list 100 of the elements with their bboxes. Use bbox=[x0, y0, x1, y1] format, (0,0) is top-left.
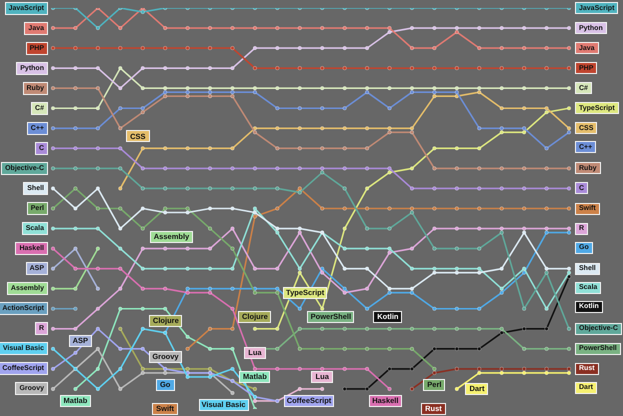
point bbox=[387, 126, 392, 130]
point bbox=[275, 206, 280, 211]
point bbox=[410, 266, 414, 271]
point bbox=[186, 290, 190, 295]
point bbox=[96, 126, 100, 130]
point bbox=[230, 90, 235, 94]
point bbox=[118, 26, 122, 30]
point bbox=[230, 66, 235, 70]
point bbox=[477, 266, 482, 271]
point bbox=[387, 326, 392, 331]
point bbox=[320, 26, 324, 30]
point bbox=[342, 346, 347, 351]
point bbox=[73, 166, 78, 170]
point bbox=[298, 366, 302, 371]
point bbox=[186, 266, 190, 271]
point bbox=[73, 66, 78, 70]
point bbox=[73, 226, 78, 231]
point bbox=[252, 186, 257, 190]
point bbox=[432, 146, 436, 150]
point bbox=[73, 326, 78, 331]
point bbox=[208, 374, 212, 379]
point bbox=[140, 146, 145, 150]
point bbox=[186, 246, 190, 251]
point bbox=[96, 226, 100, 231]
point bbox=[140, 186, 145, 190]
point bbox=[230, 146, 235, 150]
point bbox=[566, 366, 572, 371]
point bbox=[275, 66, 280, 70]
point bbox=[298, 346, 302, 351]
point bbox=[387, 250, 392, 255]
point bbox=[500, 366, 504, 371]
point bbox=[387, 66, 392, 70]
point bbox=[454, 366, 459, 371]
point bbox=[342, 26, 347, 30]
point bbox=[50, 66, 56, 70]
point bbox=[186, 66, 190, 70]
point bbox=[500, 106, 504, 110]
point bbox=[230, 346, 235, 351]
point bbox=[500, 126, 504, 130]
point bbox=[50, 286, 56, 291]
point bbox=[500, 46, 504, 50]
point bbox=[566, 346, 572, 351]
point bbox=[500, 326, 504, 331]
point bbox=[544, 206, 549, 211]
point bbox=[342, 286, 347, 291]
point bbox=[298, 230, 302, 235]
point bbox=[544, 326, 549, 331]
point bbox=[50, 326, 56, 331]
point bbox=[186, 334, 190, 339]
point bbox=[432, 326, 436, 331]
point bbox=[432, 370, 436, 375]
point bbox=[566, 86, 572, 90]
point bbox=[365, 366, 370, 371]
point bbox=[118, 266, 122, 271]
point bbox=[500, 330, 504, 335]
point bbox=[387, 166, 392, 170]
point bbox=[118, 106, 122, 110]
point bbox=[163, 166, 168, 170]
point bbox=[500, 186, 504, 190]
point bbox=[186, 86, 190, 90]
point bbox=[275, 86, 280, 90]
point bbox=[320, 270, 324, 275]
point bbox=[454, 266, 459, 271]
point bbox=[208, 346, 212, 351]
point bbox=[50, 366, 56, 371]
point bbox=[230, 186, 235, 190]
point bbox=[544, 166, 549, 170]
point bbox=[163, 146, 168, 150]
point bbox=[298, 146, 302, 150]
point bbox=[163, 370, 168, 375]
point bbox=[387, 366, 392, 371]
point bbox=[320, 206, 324, 211]
point bbox=[500, 206, 504, 211]
point bbox=[320, 166, 324, 170]
point bbox=[410, 66, 414, 70]
point bbox=[544, 370, 549, 375]
point bbox=[410, 46, 414, 50]
point bbox=[387, 246, 392, 251]
point bbox=[522, 166, 526, 170]
point bbox=[140, 246, 145, 251]
point bbox=[252, 26, 257, 30]
point bbox=[186, 374, 190, 379]
point bbox=[477, 186, 482, 190]
point bbox=[410, 26, 414, 30]
point bbox=[500, 290, 504, 295]
point bbox=[566, 206, 572, 211]
point bbox=[454, 306, 459, 311]
point bbox=[454, 26, 459, 30]
point bbox=[477, 46, 482, 50]
point bbox=[566, 46, 572, 50]
point bbox=[410, 210, 414, 215]
point bbox=[96, 386, 100, 391]
point bbox=[140, 306, 145, 311]
point bbox=[365, 206, 370, 211]
point bbox=[432, 166, 436, 170]
point bbox=[454, 66, 459, 70]
point bbox=[454, 206, 459, 211]
point bbox=[365, 286, 370, 291]
point bbox=[387, 86, 392, 90]
point bbox=[73, 86, 78, 90]
